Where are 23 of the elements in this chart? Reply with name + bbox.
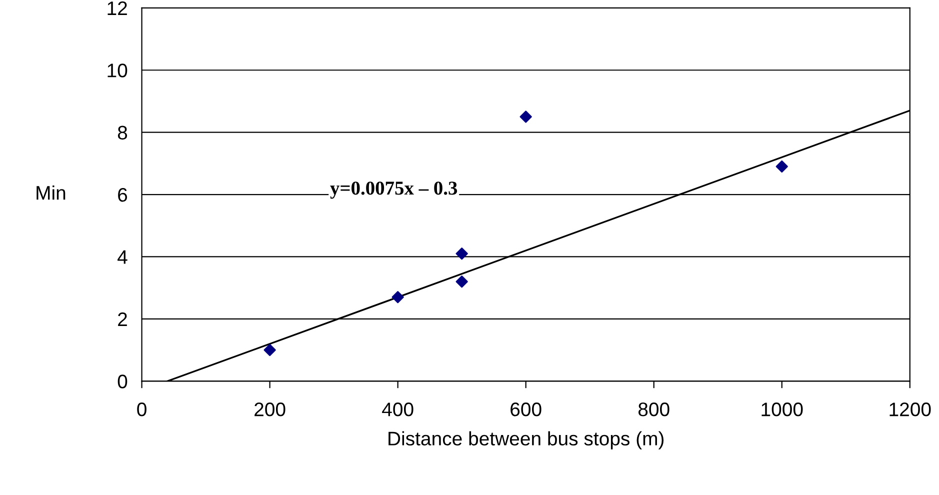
x-tick-label: 400: [382, 402, 414, 416]
point: [520, 110, 532, 123]
y-tick-label: 8: [118, 126, 128, 140]
y-tick-label: 0: [118, 374, 128, 388]
x-tick-label: 1200: [890, 402, 931, 416]
y-tick-label: 12: [108, 1, 127, 15]
x-tick-label: 200: [254, 402, 286, 416]
point: [456, 276, 468, 288]
y-tick-label: 6: [118, 188, 128, 202]
x-tick-label: 1000: [762, 402, 803, 416]
y-axis-title: Min: [36, 185, 66, 200]
x-tick-label: 800: [638, 402, 670, 416]
x-axis-title: Distance between bus stops (m): [388, 431, 664, 450]
point: [776, 160, 788, 173]
x-tick-label: 600: [510, 402, 542, 416]
annotation: y=0.0075x – 0.3: [330, 182, 458, 199]
x-tick-label: 0: [137, 402, 146, 416]
y-tick-label: 10: [108, 64, 128, 78]
y-tick-label: 2: [118, 312, 127, 326]
point: [456, 248, 468, 260]
y-tick-label: 4: [118, 250, 128, 264]
point: [392, 291, 404, 304]
point: [264, 344, 276, 356]
